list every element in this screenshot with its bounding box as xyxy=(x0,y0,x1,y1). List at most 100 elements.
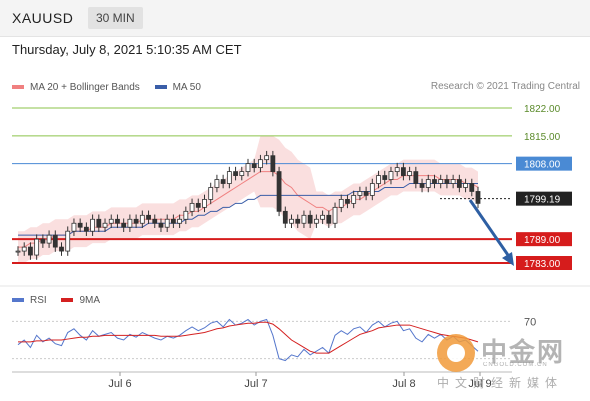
candle-body xyxy=(326,214,332,224)
candle-body xyxy=(469,183,475,192)
level-tag-bg-4 xyxy=(516,232,572,247)
candle-body xyxy=(475,191,481,204)
candle-body xyxy=(276,171,282,212)
level-tag-2: 1808.00 xyxy=(524,160,561,171)
candle-body xyxy=(65,230,71,252)
candle-body xyxy=(338,199,344,208)
candle-body xyxy=(127,218,133,228)
candle-body xyxy=(239,171,245,176)
candle-body xyxy=(177,218,183,224)
legend-ma9: 9MA xyxy=(61,295,100,306)
ma20-swatch xyxy=(12,85,24,89)
candle-body xyxy=(96,218,102,228)
bollinger-band xyxy=(18,135,478,263)
candle-body xyxy=(289,218,294,224)
candle-body xyxy=(21,246,27,252)
candle-body xyxy=(115,218,120,224)
candle-body xyxy=(34,238,40,256)
candle-body xyxy=(77,222,83,228)
watermark-subtitle: 中文财经新媒体 xyxy=(437,376,564,390)
candle-body xyxy=(71,222,77,232)
symbol-label: XAUUSD xyxy=(12,10,74,26)
candle-body xyxy=(301,214,307,224)
candle-body xyxy=(382,175,388,180)
candle-body xyxy=(208,187,214,200)
price-legend: MA 20 + Bollinger Bands MA 50 xyxy=(12,81,213,93)
candle-body xyxy=(158,222,164,228)
rsi-swatch xyxy=(12,298,24,302)
candle-body xyxy=(133,218,139,224)
level-tag-0: 1822.00 xyxy=(524,104,561,115)
candle-body xyxy=(233,171,238,176)
candle-body xyxy=(146,214,151,220)
candle-body xyxy=(195,202,201,208)
candle-body xyxy=(121,222,127,228)
candle-body xyxy=(108,218,114,224)
chart-datetime: Thursday, July 8, 2021 5:10:35 AM CET xyxy=(12,42,242,57)
timeframe-button[interactable]: 30 MIN xyxy=(88,7,143,29)
x-label: Jul 8 xyxy=(392,378,415,390)
x-label: Jul 7 xyxy=(244,378,267,390)
candle-body xyxy=(214,179,220,188)
candle-body xyxy=(295,218,301,224)
candle-body xyxy=(351,195,357,204)
candle-body xyxy=(376,175,381,184)
candle-body xyxy=(102,222,108,228)
candle-body xyxy=(171,218,176,224)
forecast-arrow xyxy=(468,199,512,259)
candle-body xyxy=(432,179,437,184)
candle-body xyxy=(388,171,394,180)
x-label: Jul 6 xyxy=(108,378,131,390)
rsi-line xyxy=(17,318,479,362)
candle-body xyxy=(15,250,21,253)
candle-body xyxy=(463,183,468,188)
candle-body xyxy=(245,163,251,172)
x-label: Jul 9 xyxy=(468,378,491,390)
candle-body xyxy=(320,214,325,220)
candle-body xyxy=(282,210,288,224)
top-bar: XAUUSD 30 MIN xyxy=(0,0,590,37)
level-tag-bg-5 xyxy=(516,256,572,270)
candle-body xyxy=(52,234,58,248)
candle-body xyxy=(345,199,350,204)
candle-body xyxy=(369,183,375,196)
candle-body xyxy=(270,155,276,172)
candle-body xyxy=(313,218,319,224)
candle-body xyxy=(59,246,64,252)
candle-body xyxy=(202,199,207,208)
watermark-title: 中金网 xyxy=(481,337,566,367)
legend-rsi-label: RSI xyxy=(30,294,47,306)
candle-body xyxy=(425,179,431,188)
candle-body xyxy=(363,191,369,196)
level-tag-1: 1815.00 xyxy=(524,132,561,143)
candle-body xyxy=(90,218,95,232)
watermark: 中金网 CNGOLD.COM.CN 中文财经新媒体 xyxy=(437,332,587,392)
indicator-legend: RSI 9MA xyxy=(12,294,112,306)
rsi-level-label: 70 xyxy=(524,316,536,328)
candle-body xyxy=(251,163,257,169)
candle-body xyxy=(444,179,450,184)
candle-body xyxy=(83,226,89,232)
candle-body xyxy=(456,179,462,188)
candle-body xyxy=(357,191,363,196)
candle-body xyxy=(220,179,226,184)
candle-body xyxy=(264,155,270,161)
ma9-swatch xyxy=(61,298,74,302)
candle-body xyxy=(226,171,232,184)
watermark-url: CNGOLD.COM.CN xyxy=(483,362,548,368)
candle-body xyxy=(164,218,170,228)
candle-body xyxy=(307,214,313,224)
legend-ma50: MA 50 xyxy=(154,82,201,93)
candle-body xyxy=(46,234,52,244)
candle-body xyxy=(419,183,425,188)
legend-ma20-label: MA 20 + Bollinger Bands xyxy=(30,81,140,93)
candle-body xyxy=(152,218,158,224)
level-tag-4: 1789.00 xyxy=(524,235,561,246)
level-tag-5: 1783.00 xyxy=(524,259,561,270)
candle-body xyxy=(40,238,46,244)
watermark-logo-icon xyxy=(437,334,475,372)
rsi-ma9-line xyxy=(18,321,479,354)
legend-ma20-bb: MA 20 + Bollinger Bands xyxy=(12,82,140,93)
candle-body xyxy=(438,179,444,184)
